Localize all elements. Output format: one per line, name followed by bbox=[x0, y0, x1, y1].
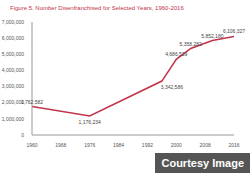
svg-text:5,358,282: 5,358,282 bbox=[180, 41, 202, 47]
svg-text:6,000,000: 6,000,000 bbox=[8, 35, 24, 41]
html-text:Figure 5. Number Disenfranchis: Figure 5. Number Disenfranchised for Sel… bbox=[10, 5, 184, 11]
svg-text:1,762,582: 1,762,582 bbox=[21, 99, 43, 105]
svg-text:1,000,000: 1,000,000 bbox=[8, 116, 24, 122]
svg-text:5,000,000: 5,000,000 bbox=[8, 51, 24, 57]
svg-text:1976: 1976 bbox=[84, 142, 95, 148]
svg-text:0: 0 bbox=[21, 132, 24, 138]
svg-text:6,106,327: 6,106,327 bbox=[223, 28, 242, 34]
svg-text:3,342,586: 3,342,586 bbox=[161, 84, 183, 90]
svg-text:7,000,000: 7,000,000 bbox=[8, 19, 24, 25]
svg-text:2000: 2000 bbox=[171, 142, 182, 148]
svg-text:1968: 1968 bbox=[55, 142, 66, 148]
svg-text:1,176,234: 1,176,234 bbox=[79, 119, 101, 125]
svg-text:5,852,180: 5,852,180 bbox=[201, 33, 223, 39]
svg-text:2008: 2008 bbox=[200, 142, 211, 148]
svg-text:2016: 2016 bbox=[228, 142, 239, 148]
html-text:Courtesy Image: Courtesy Image bbox=[161, 157, 244, 169]
svg-text:1960: 1960 bbox=[26, 142, 37, 148]
svg-text:3,000,000: 3,000,000 bbox=[8, 83, 24, 89]
svg-text:4,686,539: 4,686,539 bbox=[165, 51, 187, 57]
svg-text:1984: 1984 bbox=[113, 142, 124, 148]
svg-text:4,000,000: 4,000,000 bbox=[8, 67, 24, 73]
svg-text:1992: 1992 bbox=[142, 142, 153, 148]
